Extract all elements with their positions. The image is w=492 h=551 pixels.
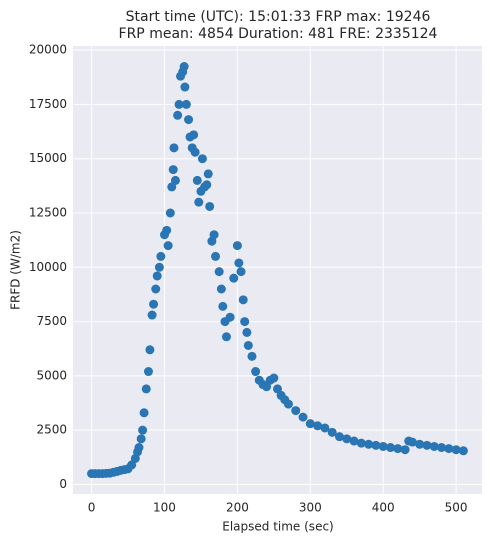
point bbox=[334, 432, 344, 442]
point bbox=[203, 169, 213, 179]
point bbox=[205, 201, 215, 211]
point bbox=[149, 299, 159, 309]
point bbox=[371, 440, 381, 450]
point bbox=[305, 419, 315, 429]
point bbox=[393, 444, 403, 454]
y-tick-label: 17500 bbox=[29, 97, 67, 111]
point bbox=[181, 99, 191, 109]
point bbox=[211, 251, 221, 261]
x-axis-label: Elapsed time (sec) bbox=[222, 520, 333, 534]
point bbox=[240, 317, 250, 327]
point bbox=[174, 99, 184, 109]
y-tick-label: 12500 bbox=[29, 205, 67, 219]
point bbox=[147, 310, 157, 320]
y-axis-label: FRFD (W/m2) bbox=[9, 230, 23, 310]
point bbox=[242, 327, 252, 337]
point bbox=[197, 154, 207, 164]
point bbox=[232, 241, 242, 251]
point bbox=[134, 443, 144, 453]
point bbox=[145, 345, 155, 355]
point bbox=[192, 175, 202, 185]
point bbox=[165, 208, 175, 218]
point bbox=[364, 439, 374, 449]
point bbox=[216, 284, 226, 294]
point bbox=[342, 434, 352, 444]
point bbox=[283, 399, 293, 409]
point bbox=[356, 438, 366, 448]
x-tick-label: 200 bbox=[226, 501, 249, 515]
plot-background bbox=[73, 46, 482, 494]
y-tick-label: 20000 bbox=[29, 43, 67, 57]
point bbox=[190, 147, 200, 157]
y-tick-label: 2500 bbox=[36, 423, 67, 437]
point bbox=[214, 267, 224, 277]
x-tick-label: 400 bbox=[372, 501, 395, 515]
point bbox=[154, 262, 164, 272]
x-tick-label: 500 bbox=[445, 501, 468, 515]
point bbox=[225, 312, 235, 322]
point bbox=[136, 434, 146, 444]
point bbox=[234, 258, 244, 268]
y-tick-label: 10000 bbox=[29, 260, 67, 274]
point bbox=[163, 241, 173, 251]
point bbox=[151, 284, 161, 294]
point bbox=[437, 443, 447, 453]
point bbox=[407, 437, 417, 447]
y-tick-label: 7500 bbox=[36, 314, 67, 328]
point bbox=[168, 165, 178, 175]
point bbox=[180, 82, 190, 92]
point bbox=[444, 444, 454, 454]
point bbox=[400, 445, 410, 455]
point bbox=[238, 295, 248, 305]
point bbox=[156, 251, 166, 261]
x-tick-label: 300 bbox=[299, 501, 322, 515]
point bbox=[236, 267, 246, 277]
chart-subtitle: FRP mean: 4854 Duration: 481 FRE: 233512… bbox=[119, 26, 438, 42]
point bbox=[184, 115, 194, 125]
y-tick-label: 0 bbox=[59, 477, 67, 491]
point bbox=[415, 439, 425, 449]
point bbox=[202, 180, 212, 190]
chart-title: Start time (UTC): 15:01:33 FRP max: 1924… bbox=[126, 9, 431, 25]
x-tick-label: 0 bbox=[88, 501, 96, 515]
point bbox=[247, 351, 257, 361]
point bbox=[458, 446, 468, 456]
point bbox=[194, 197, 204, 207]
point bbox=[451, 445, 461, 455]
x-tick-label: 100 bbox=[153, 501, 176, 515]
point bbox=[138, 425, 148, 435]
point bbox=[378, 441, 388, 451]
point bbox=[139, 408, 149, 418]
point bbox=[169, 143, 179, 153]
point bbox=[152, 271, 162, 281]
y-tick-label: 15000 bbox=[29, 151, 67, 165]
point bbox=[173, 110, 183, 120]
point bbox=[313, 421, 323, 431]
point bbox=[291, 406, 301, 416]
point bbox=[170, 175, 180, 185]
point bbox=[209, 230, 219, 240]
point bbox=[221, 332, 231, 342]
point bbox=[229, 273, 239, 283]
point bbox=[162, 225, 172, 235]
point bbox=[422, 440, 432, 450]
point bbox=[141, 384, 151, 394]
point bbox=[349, 436, 359, 446]
point bbox=[327, 427, 337, 437]
point bbox=[386, 443, 396, 453]
point bbox=[269, 373, 279, 383]
y-tick-label: 5000 bbox=[36, 368, 67, 382]
point bbox=[189, 130, 199, 140]
point bbox=[243, 340, 253, 350]
point bbox=[143, 367, 153, 377]
point bbox=[179, 61, 189, 71]
point bbox=[251, 367, 261, 377]
point bbox=[218, 301, 228, 311]
point bbox=[320, 423, 330, 433]
point bbox=[429, 441, 439, 451]
point bbox=[298, 412, 308, 422]
